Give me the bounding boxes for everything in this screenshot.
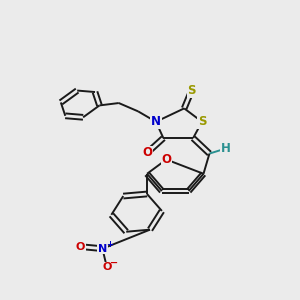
Text: S: S [188,84,196,97]
Text: S: S [198,115,206,128]
Text: H: H [221,142,231,155]
Text: N: N [151,115,161,128]
Text: −: − [110,258,118,268]
Text: O: O [102,262,112,272]
Text: O: O [161,153,171,166]
Text: O: O [76,242,85,252]
Text: N: N [98,244,107,254]
Text: +: + [106,240,113,249]
Text: O: O [142,146,152,160]
